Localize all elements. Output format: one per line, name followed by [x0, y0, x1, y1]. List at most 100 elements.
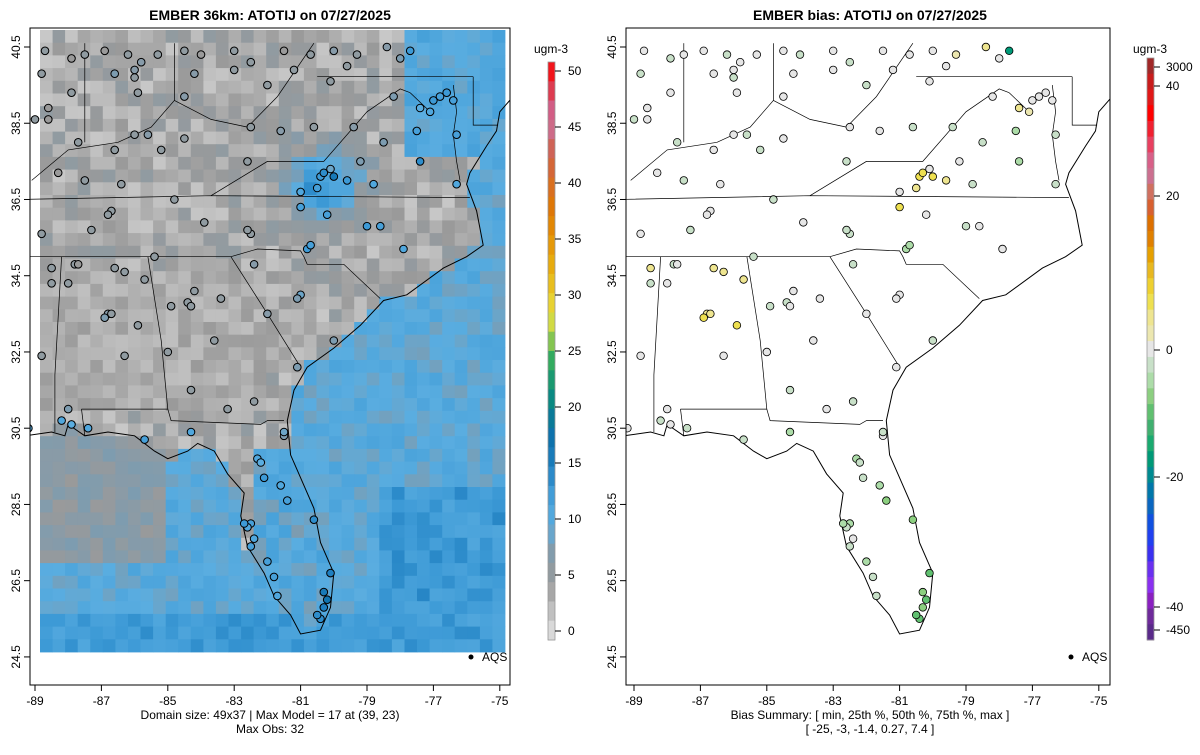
- model-cell: [40, 423, 53, 437]
- model-cell: [278, 80, 292, 94]
- model-cell: [115, 461, 129, 475]
- obs-station-marker: [123, 50, 133, 59]
- obs-station-marker: [283, 496, 292, 505]
- model-cell: [354, 245, 368, 259]
- model-cell: [379, 55, 393, 69]
- model-cell: [266, 322, 280, 336]
- model-cell: [454, 220, 468, 234]
- bias-station-marker: [779, 46, 788, 55]
- model-cell: [190, 487, 204, 501]
- bias-station-marker: [709, 69, 718, 78]
- model-cell: [278, 144, 292, 158]
- model-cell: [278, 30, 292, 44]
- model-cell: [128, 106, 141, 120]
- bias-station-marker: [908, 515, 918, 524]
- model-cell: [379, 385, 393, 399]
- model-cell: [329, 398, 343, 412]
- bias-panel: EMBER bias: ATOTIJ on 07/27/2025 -89 -87-…: [605, 7, 1193, 736]
- model-cell: [391, 131, 405, 145]
- model-cell: [454, 601, 468, 615]
- model-cell: [354, 309, 368, 323]
- model-cell: [454, 436, 468, 450]
- model-cell: [316, 448, 330, 462]
- model-cell: [102, 448, 116, 462]
- model-cell: [442, 106, 456, 120]
- model-cell: [354, 80, 368, 94]
- model-cell: [454, 80, 468, 94]
- model-cell: [278, 347, 292, 361]
- model-cell: [52, 588, 66, 602]
- model-cell: [128, 613, 141, 627]
- model-cell: [291, 487, 305, 501]
- model-cell: [341, 131, 355, 145]
- model-cell: [329, 296, 343, 310]
- model-cell: [190, 169, 204, 183]
- model-cell: [467, 93, 481, 107]
- model-cell: [391, 575, 405, 589]
- model-cell: [291, 398, 305, 412]
- colorbar-bin: [1147, 372, 1154, 389]
- bias-stations: [626, 42, 1060, 623]
- model-cell: [115, 487, 129, 501]
- model-cell: [52, 550, 66, 564]
- model-panel-title: EMBER 36km: ATOTIJ on 07/27/2025: [149, 7, 391, 23]
- model-cell: [65, 118, 79, 132]
- model-cell: [391, 474, 405, 488]
- model-cell: [115, 131, 129, 145]
- model-cell: [128, 271, 141, 285]
- obs-station-marker: [289, 65, 299, 75]
- model-cell: [228, 233, 242, 247]
- model-cell: [454, 588, 468, 602]
- model-cell: [341, 525, 355, 539]
- model-cell: [366, 474, 380, 488]
- model-cell: [115, 448, 129, 462]
- bias-station-marker: [789, 69, 798, 78]
- model-cell: [316, 499, 330, 513]
- model-cell: [442, 156, 456, 170]
- model-cell: [165, 42, 179, 56]
- obs-station-marker: [269, 572, 279, 582]
- obs-station-marker: [246, 122, 256, 132]
- model-cell: [429, 42, 443, 56]
- colorbar-bin: [1147, 231, 1154, 248]
- model-cell: [215, 347, 229, 361]
- model-cell: [366, 550, 380, 564]
- model-cell: [467, 360, 481, 374]
- model-cell: [354, 322, 368, 336]
- colorbar-bin: [548, 485, 555, 506]
- model-cell: [366, 233, 380, 247]
- model-cell: [203, 613, 217, 627]
- bias-summary-header: Bias Summary: [ min, 25th %, 50th %, 75t…: [731, 708, 1010, 722]
- bias-station-marker: [749, 252, 758, 261]
- model-cell: [115, 322, 129, 336]
- bias-station-marker: [636, 229, 645, 238]
- bias-station-marker: [872, 591, 881, 601]
- model-cell: [303, 550, 317, 564]
- model-cell: [102, 233, 116, 247]
- colorbar-unit: ugm-3: [534, 42, 568, 56]
- colorbar-bin: [548, 331, 555, 352]
- model-cell: [241, 271, 255, 285]
- model-cell: [278, 322, 292, 336]
- model-cell: [90, 410, 104, 424]
- model-cell: [379, 410, 393, 424]
- model-cell: [77, 601, 91, 615]
- y-tick-label: 34.5: [9, 264, 23, 288]
- model-cell: [102, 93, 116, 107]
- model-cell: [303, 334, 317, 348]
- model-cell: [203, 296, 217, 310]
- model-cell: [65, 182, 79, 196]
- colorbar-tick-label: 5: [568, 568, 575, 582]
- model-cell: [329, 258, 343, 272]
- bias-station-marker: [732, 321, 742, 330]
- model-cell: [253, 233, 267, 247]
- model-cell: [140, 93, 154, 107]
- bias-station-marker: [862, 309, 871, 318]
- model-cell: [153, 563, 167, 577]
- model-cell: [90, 372, 104, 386]
- model-cell: [52, 626, 66, 640]
- model-cell: [253, 106, 267, 120]
- model-cell: [454, 360, 468, 374]
- model-cell: [253, 613, 267, 627]
- obs-station-marker: [429, 96, 438, 105]
